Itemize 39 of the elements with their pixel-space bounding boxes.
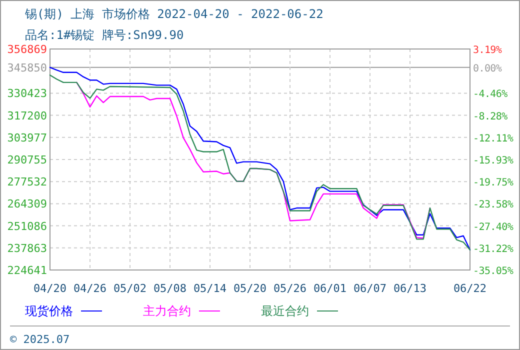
text: © 2025.07 [10, 333, 70, 346]
x-tick-label: 06/01 [313, 282, 347, 295]
y2-tick-label: -4.46% [473, 89, 508, 100]
y2-tick-label: -8.28% [473, 111, 508, 122]
y-tick-label: 277532 [7, 176, 47, 189]
legend-label: 主力合约 [143, 304, 191, 318]
y2-tick-label: 3.19% [473, 45, 502, 56]
y-tick-label: 290755 [7, 154, 47, 166]
y-tick-label: 330423 [7, 87, 47, 100]
y-tick-label: 264309 [7, 198, 47, 211]
x-tick-label: 06/13 [393, 282, 427, 295]
x-tick-label: 05/02 [113, 282, 147, 295]
legend-label: 最近合约 [261, 304, 309, 318]
x-tick-label: 04/26 [73, 282, 107, 295]
y-tick-label: 356869 [7, 43, 47, 56]
y2-tick-label: -35.05% [473, 266, 514, 277]
chart-title: 锡(期) 上海 市场价格 2022-04-20 - 2022-06-22 [24, 7, 324, 21]
x-tick-label: 05/26 [273, 282, 307, 295]
y-tick-label: 317200 [7, 109, 47, 122]
legend-label: 现货价格 [25, 304, 73, 318]
y-tick-label: 224641 [7, 264, 47, 277]
y2-tick-label: -31.22% [473, 244, 514, 255]
y2-tick-label: -12.11% [473, 133, 514, 144]
x-tick-label: 06/07 [353, 282, 387, 295]
chart-subtitle: 品名:1#锡锭 牌号:Sn99.90 [25, 28, 184, 42]
y2-tick-label: -27.40% [473, 222, 514, 233]
y2-tick-label: 0.00% [473, 63, 502, 74]
y-tick-label: 237863 [7, 242, 47, 255]
x-tick-label: 05/08 [153, 282, 187, 295]
x-tick-label: 06/22 [453, 282, 487, 295]
y2-tick-label: -19.75% [473, 178, 514, 189]
x-tick-label: 04/20 [33, 282, 67, 295]
x-tick-label: 05/20 [233, 282, 267, 295]
y-tick-label: 345850 [7, 61, 47, 74]
y2-tick-label: -23.58% [473, 200, 514, 211]
x-tick-label: 05/14 [193, 282, 227, 295]
y-tick-label: 303977 [7, 131, 47, 144]
y-tick-label: 251086 [7, 220, 47, 233]
y2-tick-label: -15.93% [473, 156, 514, 166]
